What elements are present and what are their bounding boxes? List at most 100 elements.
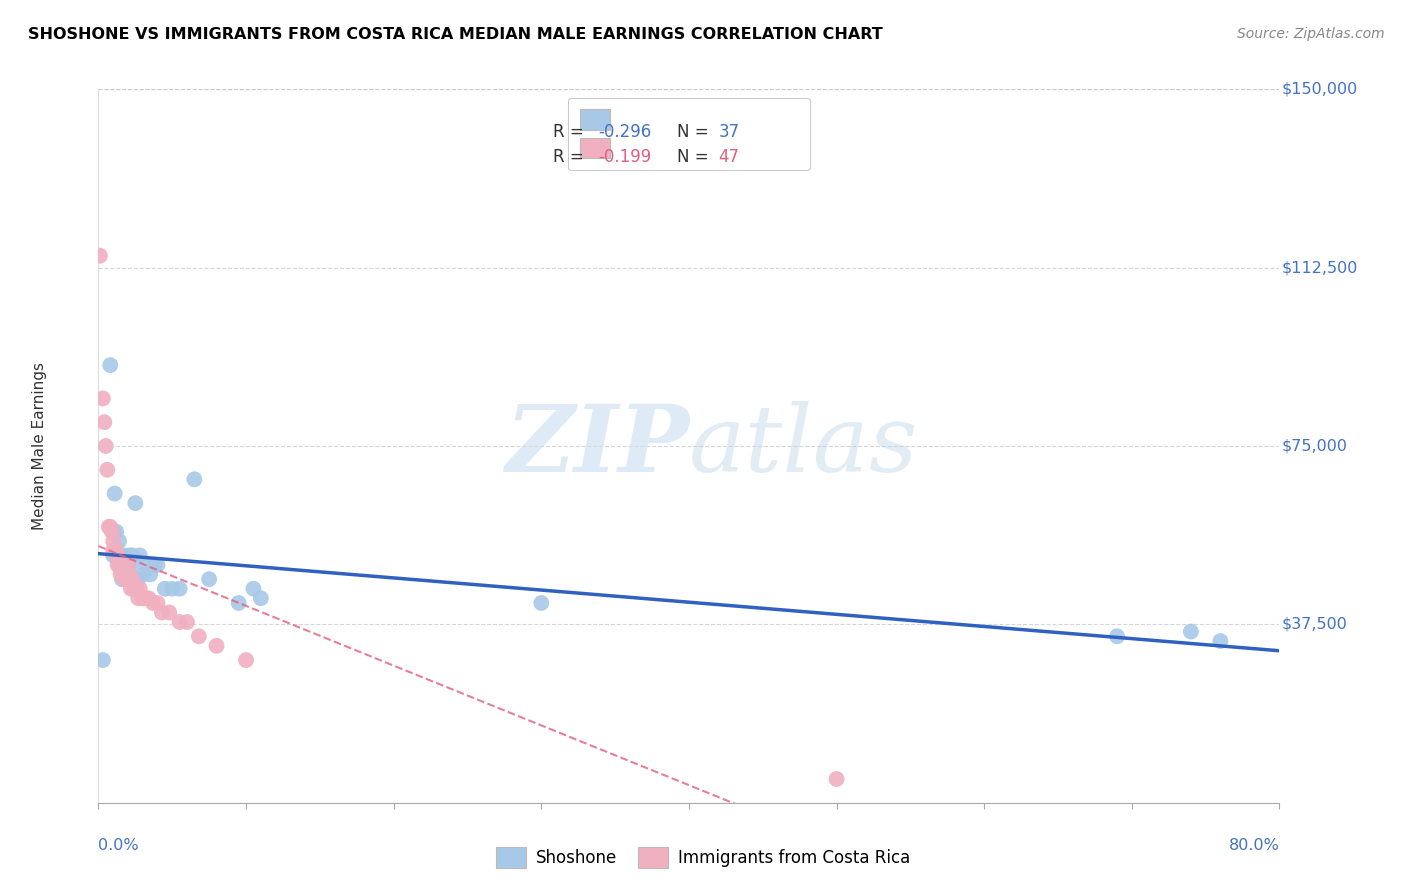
Point <box>100 524 122 539</box>
Point <box>150 606 173 620</box>
Point <box>89 249 111 263</box>
Point <box>103 534 125 549</box>
Point <box>157 606 180 620</box>
Point <box>120 572 142 586</box>
Text: -0.199: -0.199 <box>598 148 651 166</box>
Point <box>183 472 205 486</box>
Point <box>530 596 553 610</box>
Point <box>127 572 149 586</box>
Point <box>118 567 141 582</box>
Text: 80.0%: 80.0% <box>1229 838 1279 854</box>
Point <box>235 653 257 667</box>
Point <box>98 358 121 372</box>
Text: atlas: atlas <box>689 401 918 491</box>
Text: R =: R = <box>553 148 589 166</box>
Point <box>122 582 145 596</box>
Point <box>825 772 848 786</box>
Point <box>110 567 132 582</box>
Point <box>139 567 162 582</box>
Text: Source: ZipAtlas.com: Source: ZipAtlas.com <box>1237 27 1385 41</box>
Point <box>117 558 139 572</box>
Point <box>132 591 155 606</box>
Text: -0.296: -0.296 <box>598 123 651 141</box>
Point <box>146 596 169 610</box>
Point <box>114 567 136 582</box>
Point <box>142 596 165 610</box>
Text: N =: N = <box>678 123 714 141</box>
Point <box>169 615 191 629</box>
Point <box>93 415 115 429</box>
Text: SHOSHONE VS IMMIGRANTS FROM COSTA RICA MEDIAN MALE EARNINGS CORRELATION CHART: SHOSHONE VS IMMIGRANTS FROM COSTA RICA M… <box>28 27 883 42</box>
Point <box>250 591 273 606</box>
Point <box>98 520 121 534</box>
Point <box>115 567 138 582</box>
Point <box>1209 634 1232 648</box>
Point <box>121 549 143 563</box>
Point <box>103 524 125 539</box>
Point <box>169 582 191 596</box>
Point <box>103 543 125 558</box>
Point <box>111 572 134 586</box>
Point <box>124 582 146 596</box>
Point <box>228 596 250 610</box>
Point <box>115 572 138 586</box>
Point <box>112 567 135 582</box>
Point <box>153 582 176 596</box>
Text: $37,500: $37,500 <box>1282 617 1348 632</box>
Text: 0.0%: 0.0% <box>98 838 139 854</box>
Text: $112,500: $112,500 <box>1282 260 1358 275</box>
Point <box>112 567 135 582</box>
Point <box>115 558 138 572</box>
Text: 37: 37 <box>718 123 740 141</box>
Text: $75,000: $75,000 <box>1282 439 1348 453</box>
Point <box>108 534 131 549</box>
Point <box>205 639 228 653</box>
Text: 47: 47 <box>718 148 740 166</box>
Point <box>146 558 169 572</box>
Point <box>107 549 129 563</box>
Point <box>94 439 117 453</box>
Point <box>162 582 183 596</box>
Point <box>124 496 146 510</box>
Point <box>107 549 129 563</box>
Point <box>125 582 148 596</box>
Point <box>128 582 150 596</box>
Point <box>120 582 142 596</box>
Point <box>91 392 114 406</box>
Point <box>105 524 128 539</box>
Point <box>135 591 157 606</box>
Legend:                                   ,                                   : , <box>568 97 810 169</box>
Point <box>107 558 129 572</box>
Text: N =: N = <box>678 148 714 166</box>
Point <box>97 520 120 534</box>
Text: ZIP: ZIP <box>505 401 689 491</box>
Point <box>138 591 160 606</box>
Point <box>117 572 139 586</box>
Point <box>143 558 166 572</box>
Text: Median Male Earnings: Median Male Earnings <box>32 362 46 530</box>
Point <box>114 549 136 563</box>
Text: R =: R = <box>553 123 589 141</box>
Point <box>118 549 141 563</box>
Point <box>111 558 134 572</box>
Legend: Shoshone, Immigrants from Costa Rica: Shoshone, Immigrants from Costa Rica <box>485 836 921 880</box>
Point <box>104 486 127 500</box>
Point <box>110 558 132 572</box>
Point <box>114 572 136 586</box>
Point <box>1180 624 1202 639</box>
Point <box>242 582 264 596</box>
Point <box>176 615 198 629</box>
Point <box>128 549 150 563</box>
Point <box>104 543 127 558</box>
Text: $150,000: $150,000 <box>1282 82 1358 96</box>
Point <box>91 653 114 667</box>
Point <box>117 558 139 572</box>
Point <box>135 558 157 572</box>
Point <box>103 549 125 563</box>
Point <box>96 463 118 477</box>
Point <box>110 558 132 572</box>
Point <box>127 591 149 606</box>
Point <box>1105 629 1128 643</box>
Point <box>187 629 209 643</box>
Point <box>121 572 143 586</box>
